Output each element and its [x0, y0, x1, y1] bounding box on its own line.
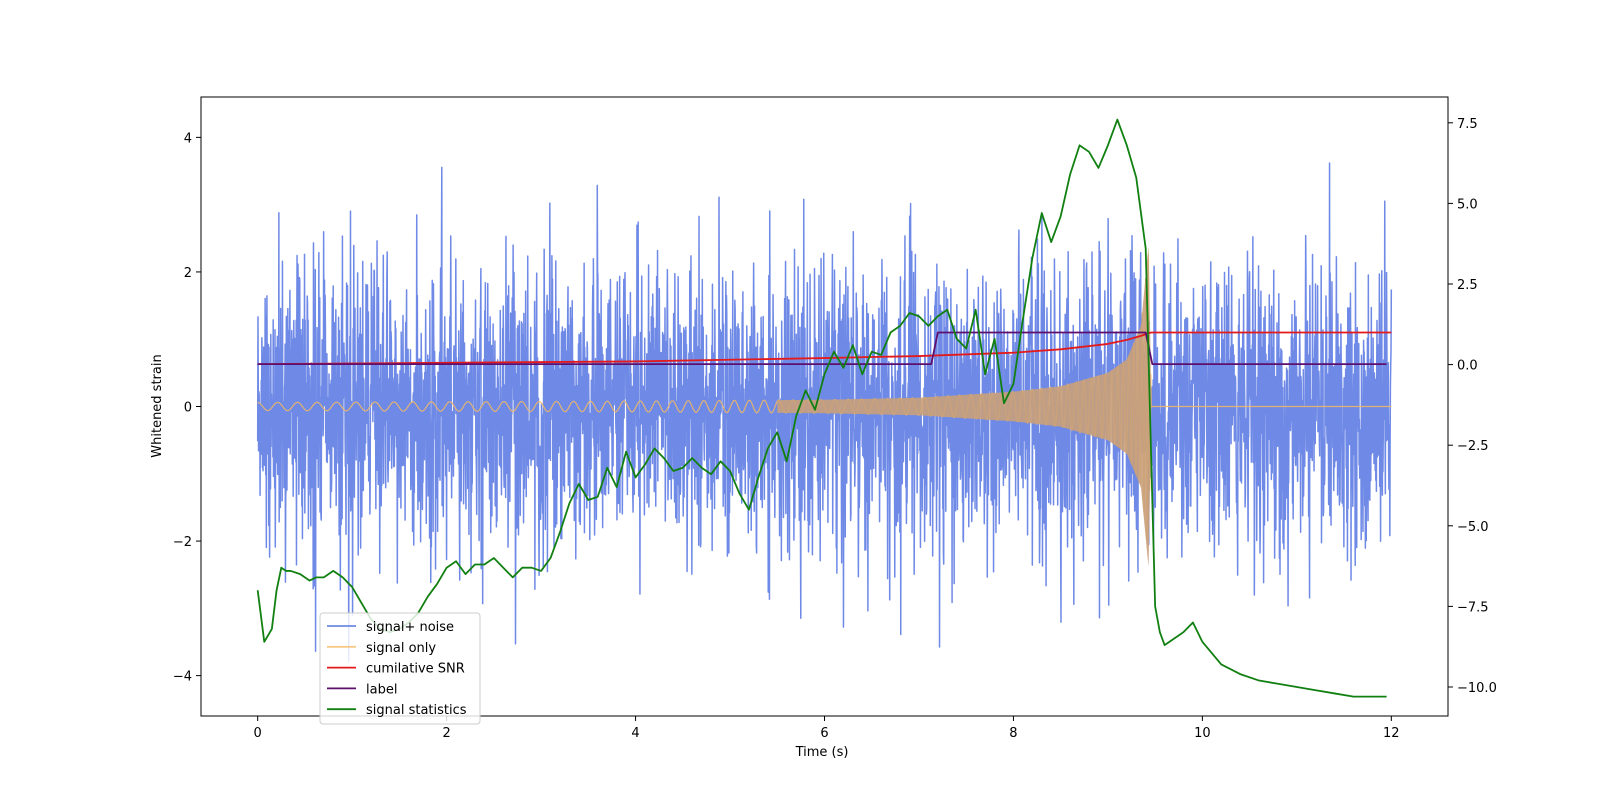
y-right-tick-label: 5.0	[1457, 197, 1478, 212]
x-tick-label: 0	[254, 726, 262, 741]
series-signal-only-envelope	[777, 246, 1152, 567]
y-left-tick-label: 0	[184, 401, 192, 416]
legend-entry: cumilative SNR	[327, 662, 465, 677]
left-y-axis: −4 −2 0 2 4	[173, 131, 201, 685]
x-tick-label: 4	[631, 726, 639, 741]
legend-box	[319, 612, 481, 725]
legend-entry: signal statistics	[327, 703, 467, 718]
series-label	[257, 331, 1387, 366]
legend-entry: label	[327, 682, 397, 697]
x-tick-label: 10	[1194, 726, 1211, 741]
y-left-tick-label: −2	[173, 535, 192, 550]
y-left-tick-label: 2	[184, 266, 192, 281]
plot-area	[256, 118, 1393, 698]
legend-label: signal+ noise	[366, 620, 454, 635]
x-tick-label: 8	[1009, 726, 1017, 741]
legend: signal+ noise signal only cumilative SNR la…	[319, 612, 481, 725]
x-tick-label: 6	[820, 726, 828, 741]
y-right-tick-label: 7.5	[1457, 117, 1478, 132]
y-right-tick-label: 0.0	[1457, 359, 1478, 374]
y-right-tick-label: −5.0	[1457, 520, 1489, 535]
y-right-tick-label: −10.0	[1457, 681, 1497, 696]
y-right-tick-label: −2.5	[1457, 439, 1489, 454]
x-axis: 0 2 4 6 8 10 12	[254, 716, 1400, 741]
y-right-tick-label: 2.5	[1457, 278, 1478, 293]
right-y-axis: −10.0 −7.5 −5.0 −2.5 0.0 2.5 5.0 7.5	[1448, 117, 1497, 696]
legend-label: label	[366, 682, 397, 697]
x-tick-label: 2	[442, 726, 450, 741]
y-right-tick-label: −7.5	[1457, 600, 1489, 615]
legend-label: signal only	[366, 641, 436, 656]
y-left-tick-label: −4	[173, 670, 192, 685]
legend-label: signal statistics	[366, 703, 467, 718]
y-left-tick-label: 4	[184, 131, 192, 146]
series-signal-noise	[256, 162, 1393, 662]
y-axis-title: Whitened strain	[150, 354, 165, 457]
x-axis-title: Time (s)	[795, 745, 849, 760]
legend-entry: signal only	[327, 641, 436, 656]
x-tick-label: 12	[1383, 726, 1400, 741]
legend-entry: signal+ noise	[327, 620, 454, 635]
legend-label: cumilative SNR	[366, 662, 465, 677]
